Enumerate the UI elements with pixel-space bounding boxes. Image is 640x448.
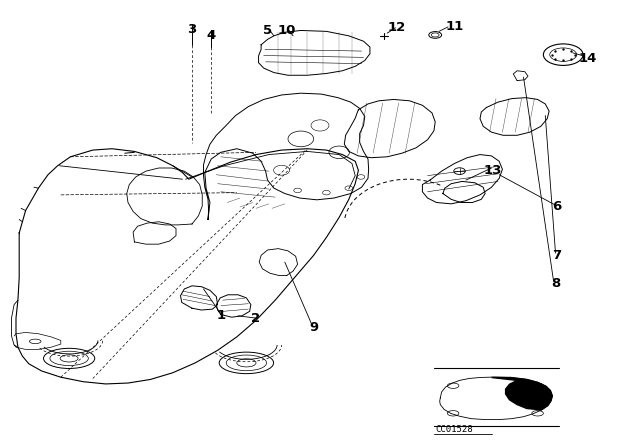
Text: 13: 13 — [484, 164, 502, 177]
Text: 6: 6 — [552, 200, 561, 214]
Text: 9: 9 — [309, 320, 318, 334]
Text: 2: 2 — [252, 312, 260, 326]
Text: 1: 1 — [216, 309, 225, 323]
Text: 5: 5 — [263, 24, 272, 37]
Text: 10: 10 — [278, 24, 296, 37]
Text: 12: 12 — [388, 21, 406, 34]
Text: 8: 8 — [551, 276, 560, 290]
Text: 11: 11 — [445, 20, 463, 34]
Polygon shape — [492, 378, 552, 410]
Text: 7: 7 — [552, 249, 561, 262]
Text: 14: 14 — [579, 52, 596, 65]
Text: 3: 3 — [188, 22, 196, 36]
Text: 4: 4 — [207, 29, 216, 43]
Text: CC01528: CC01528 — [435, 425, 473, 434]
